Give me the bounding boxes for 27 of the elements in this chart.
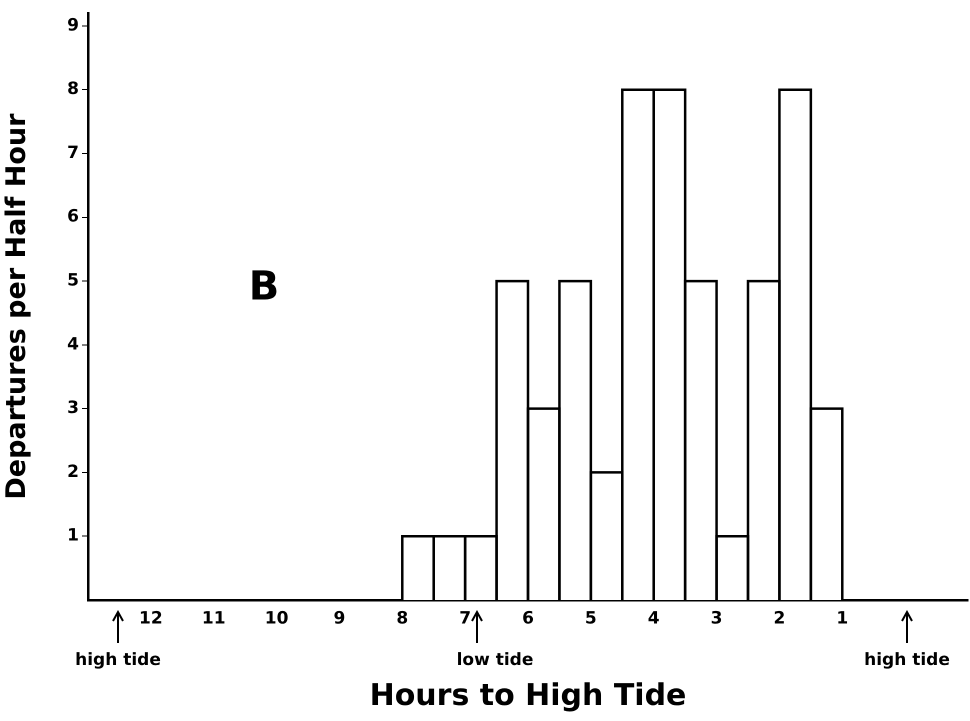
text: high tide: [864, 650, 950, 670]
text: low tide: [456, 650, 534, 670]
y-tick-label: 1: [67, 526, 79, 546]
y-tick-label: 3: [67, 398, 79, 418]
y-axis-title: Departures per Half Hour: [1, 112, 32, 500]
y-tick-label: 9: [67, 15, 79, 36]
y-tick-label: 4: [67, 334, 80, 354]
x-tick-label: 8: [396, 608, 408, 629]
x-tick-label: 6: [522, 608, 534, 629]
y-tick-label: 2: [67, 462, 79, 482]
x-axis-title: Hours to High Tide: [370, 678, 686, 713]
x-tick-label: 7: [459, 608, 472, 629]
x-tick-label: 4: [648, 608, 660, 629]
y-tick-label: 8: [67, 79, 79, 100]
x-tick-label: 11: [202, 608, 226, 629]
x-tick-label: 1: [836, 608, 848, 629]
annotation: B: [248, 263, 280, 310]
x-tick-label: 9: [334, 608, 346, 629]
x-tick-label: 12: [139, 608, 163, 629]
y-tick-label: 5: [67, 270, 79, 291]
y-tick-label: 7: [67, 142, 79, 163]
text: high tide: [75, 650, 161, 670]
x-tick-label: 3: [710, 608, 722, 629]
x-tick-label: 10: [264, 608, 289, 629]
y-tick-label: 6: [67, 206, 79, 227]
x-tick-label: 5: [584, 608, 597, 629]
x-tick-label: 2: [774, 608, 786, 629]
